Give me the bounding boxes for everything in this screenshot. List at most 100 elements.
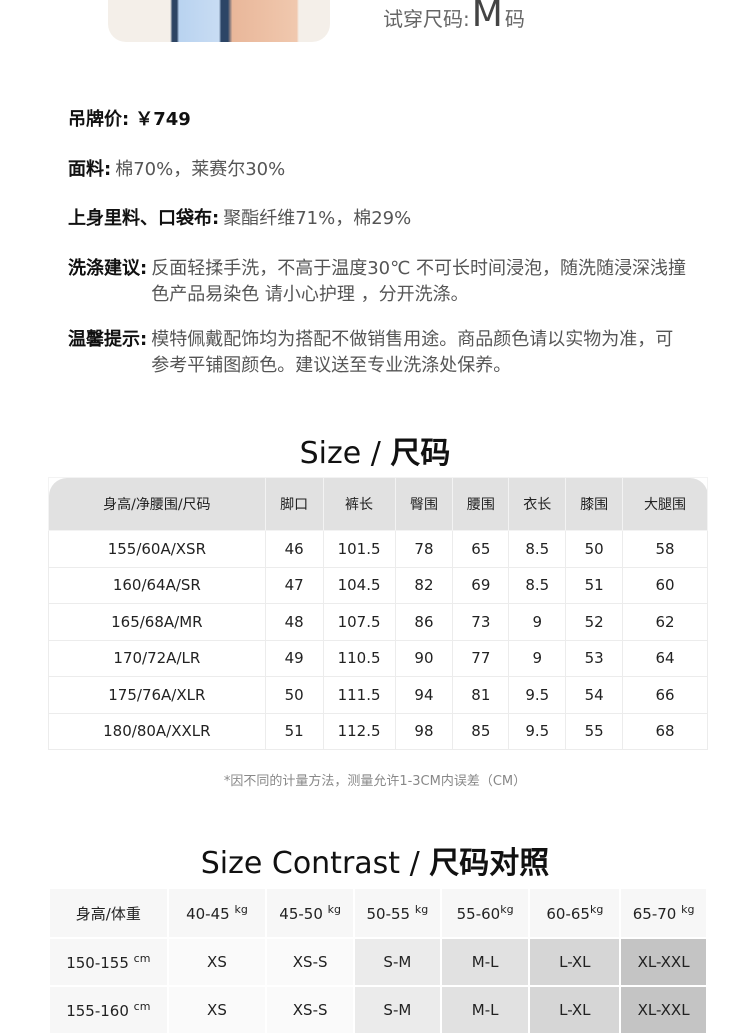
- tryon-label: 试穿尺码:: [383, 7, 470, 31]
- size-cell: 73: [452, 603, 510, 641]
- height-range: 155-160: [66, 1002, 134, 1020]
- size-cell: 62: [622, 603, 708, 641]
- height-header: 150-155 cm: [48, 937, 169, 987]
- spec-value: 反面轻揉手洗，不高于温度30℃ 不可长时间浸泡，随洗随浸深浅撞色产品易染色 请小…: [151, 258, 687, 305]
- size-cell: 68: [622, 712, 708, 750]
- spec-key: 洗涤建议:: [68, 258, 148, 279]
- contrast-size-cell: XS: [166, 937, 268, 987]
- weight-range: 60-65: [546, 905, 590, 923]
- size-cell: 55: [565, 712, 624, 750]
- spec-price: 吊牌价: ￥749: [68, 107, 191, 133]
- contrast-size-cell: XS: [166, 985, 268, 1035]
- size-title: Size / 尺码: [0, 428, 750, 472]
- weight-unit: kg: [327, 903, 342, 916]
- size-cell: 180/80A/XXLR: [48, 712, 266, 750]
- size-cell: 107.5: [322, 603, 396, 641]
- size-header-cell: 裤长: [322, 477, 396, 531]
- spec-value: ￥749: [135, 109, 191, 130]
- size-cell: 8.5: [508, 566, 567, 604]
- weight-range: 40-45: [186, 905, 235, 923]
- contrast-size-cell: XL-XXL: [619, 985, 708, 1035]
- contrast-size-cell: S-M: [353, 985, 442, 1035]
- size-cell: 53: [565, 639, 624, 677]
- size-cell: 160/64A/SR: [48, 566, 266, 604]
- weight-unit: kg: [589, 903, 604, 916]
- weight-unit: kg: [414, 903, 429, 916]
- weight-header: 45-50 kg: [265, 887, 356, 939]
- size-header-cell: 衣长: [508, 477, 567, 531]
- size-row: 160/64A/SR 47 104.5 82 69 8.5 51 60: [48, 566, 708, 604]
- size-header-cell: 大腿围: [622, 477, 708, 531]
- size-cell: 104.5: [322, 566, 396, 604]
- size-cell: 51: [565, 566, 624, 604]
- size-contrast-table: 身高/体重 40-45 kg 45-50 kg 50-55 kg 55-60kg 60-6…: [48, 887, 708, 1035]
- size-cell: 9: [508, 639, 567, 677]
- spec-key: 温馨提示:: [68, 329, 148, 350]
- size-cell: 90: [394, 639, 454, 677]
- spec-key: 面料:: [68, 159, 112, 180]
- contrast-size-cell: XS-S: [265, 985, 356, 1035]
- size-cell: 8.5: [508, 530, 567, 568]
- contrast-size-cell: XL-XXL: [619, 937, 708, 987]
- weight-header: 40-45 kg: [166, 887, 268, 939]
- size-cell: 98: [394, 712, 454, 750]
- size-title-en: Size /: [299, 436, 391, 471]
- size-cell: 51: [264, 712, 324, 750]
- size-cell: 9.5: [508, 712, 567, 750]
- contrast-size-cell: L-XL: [528, 985, 622, 1035]
- size-cell: 66: [622, 676, 708, 714]
- weight-unit: kg: [500, 903, 514, 916]
- height-header: 155-160 cm: [48, 985, 169, 1035]
- contrast-title-cn: 尺码对照: [429, 846, 550, 881]
- size-cell: 111.5: [322, 676, 396, 714]
- contrast-size-cell: L-XL: [528, 937, 622, 987]
- weight-unit: kg: [234, 903, 248, 916]
- size-header-cell: 臀围: [394, 477, 454, 531]
- weight-range: 50-55: [366, 905, 415, 923]
- spec-key: 上身里料、口袋布:: [68, 208, 220, 229]
- spec-washing: 洗涤建议: 反面轻揉手洗，不高于温度30℃ 不可长时间浸泡，随洗随浸深浅撞色产品易…: [68, 256, 688, 308]
- size-cell: 54: [565, 676, 624, 714]
- size-cell: 69: [452, 566, 510, 604]
- weight-unit: kg: [681, 903, 695, 916]
- size-cell: 60: [622, 566, 708, 604]
- size-header-cell: 脚口: [264, 477, 324, 531]
- contrast-size-cell: XS-S: [265, 937, 356, 987]
- size-header-cell: 腰围: [452, 477, 510, 531]
- spec-value: 模特佩戴配饰均为搭配不做销售用途。商品颜色请以实物为准，可参考平铺图颜色。建议送…: [151, 329, 674, 376]
- size-row: 165/68A/MR 48 107.5 86 73 9 52 62: [48, 603, 708, 641]
- size-row: 170/72A/LR 49 110.5 90 77 9 53 64: [48, 639, 708, 677]
- contrast-header-row: 身高/体重 40-45 kg 45-50 kg 50-55 kg 55-60kg 60-6…: [48, 887, 708, 939]
- size-title-cn: 尺码: [390, 436, 451, 471]
- weight-header: 50-55 kg: [353, 887, 442, 939]
- contrast-row: 155-160 cm XS XS-S S-M M-L L-XL XL-XXL: [48, 985, 708, 1035]
- contrast-corner: 身高/体重: [48, 887, 169, 939]
- size-cell: 110.5: [322, 639, 396, 677]
- contrast-title: Size Contrast / 尺码对照: [0, 838, 750, 882]
- weight-range: 45-50: [279, 905, 328, 923]
- contrast-size-cell: M-L: [439, 985, 531, 1035]
- size-cell: 86: [394, 603, 454, 641]
- size-row: 175/76A/XLR 50 111.5 94 81 9.5 54 66: [48, 676, 708, 714]
- spec-lining: 上身里料、口袋布: 聚酯纤维71%，棉29%: [68, 206, 411, 232]
- contrast-title-en: Size Contrast /: [200, 846, 430, 881]
- size-header-cell: 膝围: [565, 477, 624, 531]
- spec-key: 吊牌价:: [68, 109, 130, 130]
- size-note: *因不同的计量方法，测量允许1-3CM内误差（CM）: [223, 774, 527, 789]
- size-cell: 9: [508, 603, 567, 641]
- size-cell: 50: [565, 530, 624, 568]
- size-cell: 46: [264, 530, 324, 568]
- spec-value: 棉70%，莱赛尔30%: [115, 159, 286, 180]
- size-cell: 112.5: [322, 712, 396, 750]
- size-cell: 94: [394, 676, 454, 714]
- size-header-row: 身高/净腰围/尺码 脚口 裤长 臀围 腰围 衣长 膝围 大腿围: [48, 477, 708, 531]
- size-cell: 49: [264, 639, 324, 677]
- size-cell: 101.5: [322, 530, 396, 568]
- tryon-suffix: 码: [504, 7, 525, 31]
- size-cell: 155/60A/XSR: [48, 530, 266, 568]
- tryon-size-value: M: [471, 0, 503, 35]
- size-cell: 47: [264, 566, 324, 604]
- size-cell: 165/68A/MR: [48, 603, 266, 641]
- size-cell: 65: [452, 530, 510, 568]
- weight-range: 55-60: [456, 905, 501, 923]
